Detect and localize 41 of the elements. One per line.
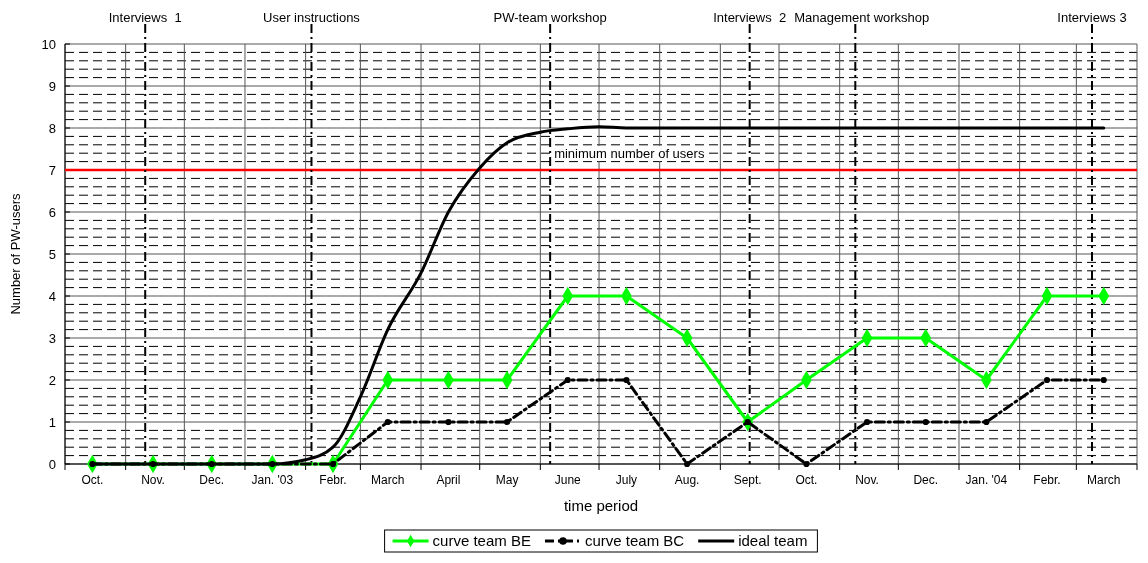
- ref-line-label: Management workshop: [794, 10, 930, 25]
- x-tick-label: Aug.: [674, 473, 700, 487]
- x-tick-label: Nov.: [141, 473, 165, 487]
- ref-line-label: minimum number of users: [554, 146, 705, 161]
- legend-label: curve team BE: [432, 532, 531, 550]
- y-tick-label: 3: [48, 330, 56, 346]
- x-tick-label: Nov.: [855, 473, 879, 487]
- y-tick-label: 0: [48, 456, 56, 472]
- y-tick-label: 5: [48, 246, 56, 262]
- x-tick-label: March: [1087, 473, 1121, 487]
- ref-line-label: Interviews 2: [713, 10, 787, 25]
- ref-line-label: User instructions: [263, 10, 361, 25]
- x-tick-label: Oct.: [795, 473, 818, 487]
- x-tick-label: Febr.: [319, 473, 347, 487]
- x-tick-label: Jan. '04: [965, 473, 1008, 487]
- y-tick-label: 7: [48, 162, 56, 178]
- x-tick-label: Dec.: [913, 473, 939, 487]
- x-tick-label: Febr.: [1033, 473, 1061, 487]
- y-tick-label: 10: [41, 36, 56, 52]
- y-tick-label: 6: [48, 204, 56, 220]
- x-axis-title: time period: [563, 497, 639, 514]
- y-tick-label: 9: [48, 78, 56, 94]
- x-tick-label: July: [615, 473, 638, 487]
- ref-line-label: Interviews 1: [108, 10, 182, 25]
- x-tick-label: June: [554, 473, 582, 487]
- x-tick-label: March: [371, 473, 405, 487]
- y-axis-title: Number of PW-users: [8, 192, 23, 315]
- x-tick-label: May: [495, 473, 519, 487]
- x-tick-label: Sept.: [733, 473, 762, 487]
- legend-label: curve team BC: [584, 532, 685, 550]
- ref-line-label: Interviews 3: [1057, 10, 1127, 25]
- y-tick-label: 4: [48, 288, 56, 304]
- legend-label: ideal team: [738, 532, 808, 550]
- x-tick-label: April: [436, 473, 461, 487]
- ref-line-label: PW-team workshop: [493, 10, 607, 25]
- x-tick-label: Dec.: [199, 473, 225, 487]
- y-tick-label: 8: [48, 120, 56, 136]
- x-tick-label: Jan. '03: [251, 473, 294, 487]
- y-tick-label: 2: [48, 372, 56, 388]
- y-tick-label: 1: [48, 414, 56, 430]
- x-tick-label: Oct.: [81, 473, 104, 487]
